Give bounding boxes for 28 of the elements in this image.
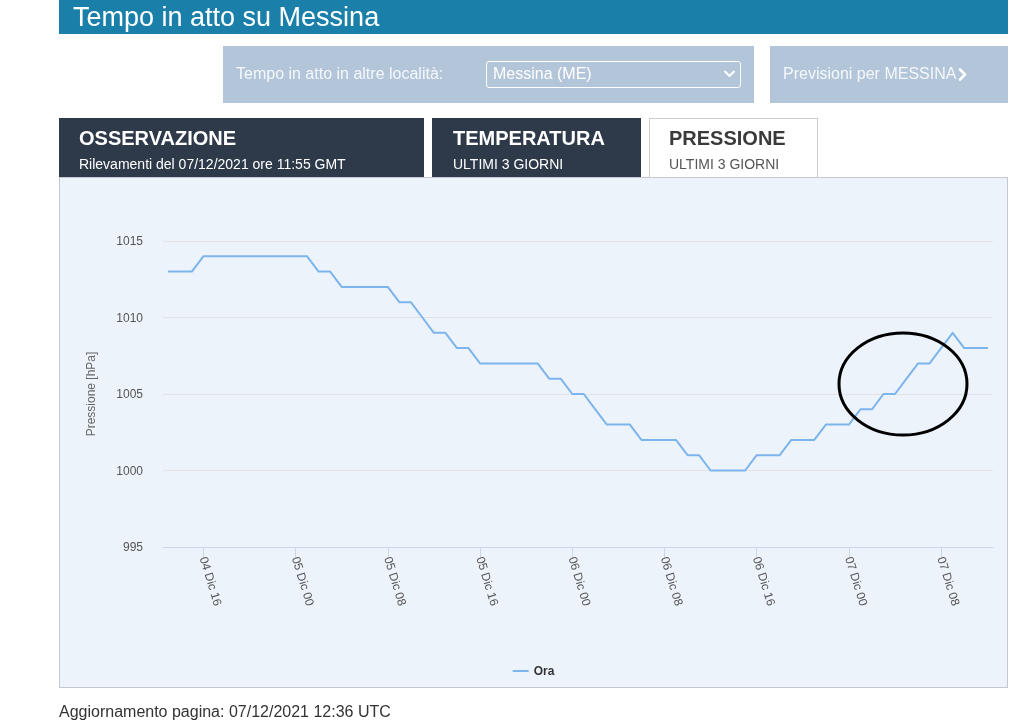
x-tick-label: 04 Dic 16 [196, 554, 225, 608]
line-series [167, 255, 989, 472]
chart-title: Tempo in atto su Messina [73, 2, 380, 32]
text: ULTIMI 3 GIORNI [453, 156, 564, 172]
text: Previsioni per MESSINA [783, 65, 957, 83]
x-tick-label: 05 Dic 16 [473, 554, 502, 608]
y-tick-label: 1015 [116, 234, 144, 248]
text: Tempo in atto in altre località: [236, 65, 444, 83]
x-tick-label: 06 Dic 00 [565, 554, 594, 608]
text: ULTIMI 3 GIORNI [669, 156, 780, 172]
text: PRESSIONE [669, 127, 786, 150]
x-tick-label: 06 Dic 16 [749, 554, 779, 608]
x-tick-label: 07 Dic 00 [842, 554, 871, 608]
x-tick-label: 05 Dic 00 [288, 554, 318, 608]
text: Rilevamenti del 07/12/2021 ore 11:55 GMT [79, 156, 346, 172]
text: Messina (ME) [493, 65, 592, 83]
y-tick-label: 1010 [116, 310, 144, 325]
text: OSSERVAZIONE [79, 127, 237, 150]
y-axis-title: Pressione [hPa] [84, 351, 98, 437]
text: Aggiornamento pagina: 07/12/2021 12:36 UTC [59, 703, 391, 721]
y-tick-label: 1000 [116, 463, 144, 478]
y-tick-label: 995 [122, 540, 144, 554]
x-tick-label: 07 Dic 08 [934, 554, 963, 608]
y-tick-label: 1005 [116, 387, 144, 401]
text: TEMPERATURA [453, 127, 605, 150]
legend-label: Ora [533, 664, 555, 678]
x-tick-label: 06 Dic 08 [657, 554, 687, 608]
x-tick-label: 05 Dic 08 [381, 554, 410, 608]
